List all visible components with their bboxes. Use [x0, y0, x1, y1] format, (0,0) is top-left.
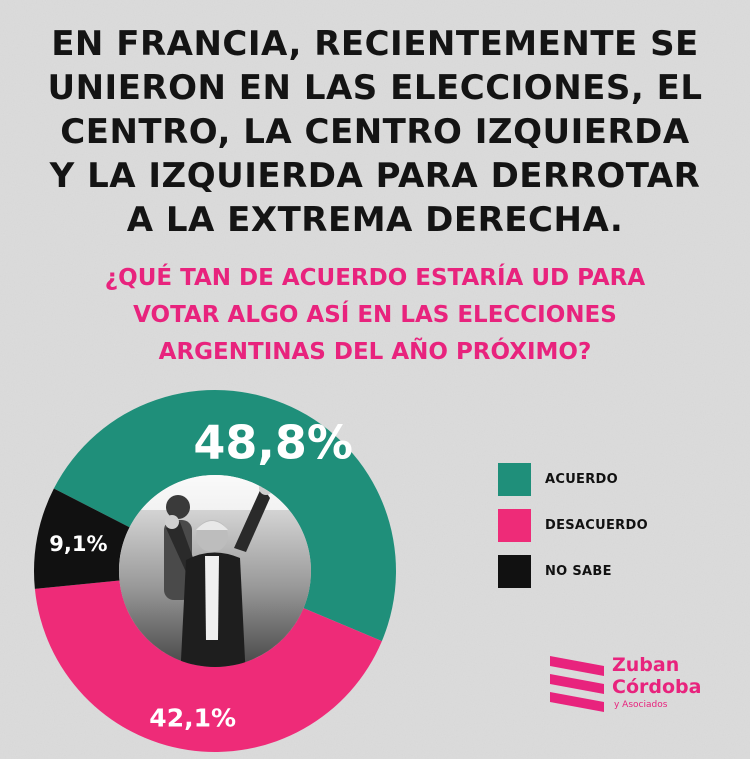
legend-label: NO SABE — [545, 563, 612, 579]
headline-line: A LA EXTREMA DERECHA. — [126, 200, 624, 240]
politician-photo-icon — [119, 475, 311, 667]
donut-slice-desacuerdo — [34, 580, 382, 753]
logo-wordmark: Zuban Córdoba — [612, 654, 701, 698]
slice-value-label: 42,1% — [149, 703, 236, 732]
slice-value-label: 48,8% — [193, 415, 353, 469]
headline-line: UNIERON EN LAS ELECCIONES, EL — [47, 68, 703, 108]
legend-item-desacuerdo: DESACUERDO — [498, 508, 648, 542]
legend-label: DESACUERDO — [545, 517, 648, 533]
logo-line-2: Córdoba — [612, 676, 702, 698]
legend-swatch — [498, 554, 531, 588]
headline-line: CENTRO, LA CENTRO IZQUIERDA — [60, 112, 690, 152]
center-photo — [119, 475, 311, 667]
headline-line: EN FRANCIA, RECIENTEMENTE SE — [51, 24, 699, 64]
question-line: VOTAR ALGO ASÍ EN LAS ELECCIONES — [133, 302, 617, 328]
legend-label: ACUERDO — [545, 471, 618, 487]
donut-slices — [34, 389, 397, 753]
legend-item-no-sabe: NO SABE — [498, 554, 648, 588]
survey-question: ¿QUÉ TAN DE ACUERDO ESTARÍA UD PARA VOTA… — [30, 260, 720, 371]
logo-stripes-icon — [550, 656, 604, 712]
legend-swatch — [498, 462, 531, 496]
zuban-cordoba-logo: Zuban Córdoba y Asociados — [548, 650, 728, 720]
headline-line: Y LA IZQUIERDA PARA DERROTAR — [49, 156, 701, 196]
slice-value-label: 9,1% — [49, 532, 107, 556]
question-line: ¿QUÉ TAN DE ACUERDO ESTARÍA UD PARA — [104, 265, 646, 291]
chart-legend: ACUERDO DESACUERDO NO SABE — [498, 462, 648, 600]
donut-slice-acuerdo — [53, 389, 397, 642]
donut-slice-no-sabe — [34, 488, 130, 589]
question-line: ARGENTINAS DEL AÑO PRÓXIMO? — [158, 339, 592, 365]
legend-swatch — [498, 508, 531, 542]
logo-subtitle: y Asociados — [614, 700, 668, 710]
logo-line-1: Zuban — [612, 654, 680, 676]
legend-item-acuerdo: ACUERDO — [498, 462, 648, 496]
slice-labels: 48,8% 42,1% 9,1% — [49, 415, 353, 732]
headline: EN FRANCIA, RECIENTEMENTE SE UNIERON EN … — [20, 22, 730, 242]
